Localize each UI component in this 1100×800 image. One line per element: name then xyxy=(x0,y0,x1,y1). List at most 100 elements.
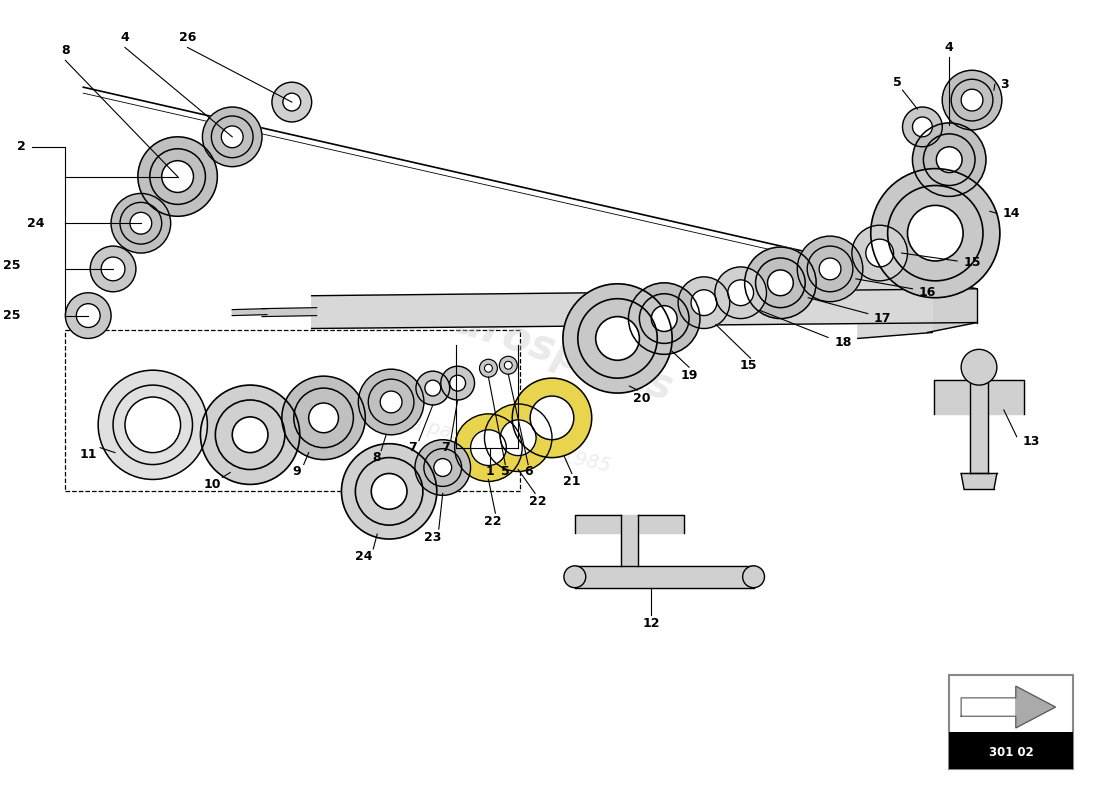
Polygon shape xyxy=(65,293,111,338)
Text: 11: 11 xyxy=(79,448,97,461)
Polygon shape xyxy=(913,117,933,137)
Polygon shape xyxy=(936,146,962,173)
Text: 15: 15 xyxy=(740,358,758,372)
Polygon shape xyxy=(858,273,933,338)
Text: 7: 7 xyxy=(408,441,417,454)
Polygon shape xyxy=(563,284,672,393)
Polygon shape xyxy=(500,420,536,456)
Polygon shape xyxy=(728,280,754,306)
Text: 13: 13 xyxy=(1023,435,1041,448)
Polygon shape xyxy=(745,247,816,318)
Polygon shape xyxy=(798,236,862,302)
Polygon shape xyxy=(200,385,299,485)
Polygon shape xyxy=(162,161,194,193)
Polygon shape xyxy=(272,82,311,122)
Polygon shape xyxy=(283,93,300,111)
Polygon shape xyxy=(130,212,152,234)
Text: 5: 5 xyxy=(893,76,902,89)
Polygon shape xyxy=(499,356,517,374)
Text: 2: 2 xyxy=(18,140,26,154)
Polygon shape xyxy=(961,89,983,111)
Polygon shape xyxy=(433,458,452,477)
Polygon shape xyxy=(450,375,465,391)
Text: 12: 12 xyxy=(642,617,660,630)
Text: 10: 10 xyxy=(204,478,221,491)
Polygon shape xyxy=(988,380,1024,414)
Text: 7: 7 xyxy=(441,441,450,454)
Polygon shape xyxy=(970,380,988,474)
Polygon shape xyxy=(76,304,100,327)
Text: 24: 24 xyxy=(354,550,372,563)
Bar xyxy=(949,732,1074,770)
Polygon shape xyxy=(1015,686,1056,728)
Polygon shape xyxy=(913,123,986,197)
Polygon shape xyxy=(138,137,218,216)
Polygon shape xyxy=(484,404,552,471)
Polygon shape xyxy=(715,267,767,318)
Text: 19: 19 xyxy=(680,369,697,382)
Polygon shape xyxy=(221,126,243,148)
Polygon shape xyxy=(575,515,620,533)
Polygon shape xyxy=(628,283,700,354)
Polygon shape xyxy=(943,70,1002,130)
Polygon shape xyxy=(262,308,317,317)
Text: eurosports: eurosports xyxy=(422,291,678,410)
Polygon shape xyxy=(372,474,407,510)
Polygon shape xyxy=(866,239,893,267)
Polygon shape xyxy=(471,430,506,466)
Polygon shape xyxy=(638,515,684,533)
Text: a passion since 1985: a passion since 1985 xyxy=(408,414,613,475)
Polygon shape xyxy=(232,417,268,453)
Polygon shape xyxy=(359,370,424,434)
Polygon shape xyxy=(311,289,977,329)
Text: 8: 8 xyxy=(372,451,381,464)
Text: 1: 1 xyxy=(486,465,495,478)
Text: 5: 5 xyxy=(500,465,509,478)
Polygon shape xyxy=(851,226,907,281)
Text: 18: 18 xyxy=(834,336,851,349)
Polygon shape xyxy=(454,414,522,482)
Polygon shape xyxy=(902,107,943,146)
Polygon shape xyxy=(530,396,574,440)
Text: 21: 21 xyxy=(563,475,581,488)
Polygon shape xyxy=(513,378,592,458)
Text: 20: 20 xyxy=(632,391,650,405)
Polygon shape xyxy=(961,686,1056,728)
Polygon shape xyxy=(202,107,262,166)
Polygon shape xyxy=(934,380,970,414)
Polygon shape xyxy=(908,206,964,261)
Polygon shape xyxy=(504,362,513,370)
Polygon shape xyxy=(125,397,180,453)
Polygon shape xyxy=(309,403,339,433)
Polygon shape xyxy=(820,258,842,280)
Text: 16: 16 xyxy=(918,286,936,299)
Text: 4: 4 xyxy=(945,41,954,54)
Text: 26: 26 xyxy=(179,31,196,44)
Polygon shape xyxy=(232,309,267,315)
Polygon shape xyxy=(691,290,717,315)
Text: 301 02: 301 02 xyxy=(989,746,1034,759)
Text: 15: 15 xyxy=(964,257,981,270)
Polygon shape xyxy=(651,306,678,331)
Text: 3: 3 xyxy=(1001,78,1009,90)
Polygon shape xyxy=(341,444,437,539)
Polygon shape xyxy=(282,376,365,459)
Polygon shape xyxy=(416,371,450,405)
Polygon shape xyxy=(575,566,754,588)
Polygon shape xyxy=(871,169,1000,298)
Polygon shape xyxy=(927,279,977,333)
Polygon shape xyxy=(441,366,474,400)
Polygon shape xyxy=(480,359,497,377)
Polygon shape xyxy=(111,194,170,253)
Polygon shape xyxy=(620,515,638,566)
Polygon shape xyxy=(596,317,639,360)
Text: 8: 8 xyxy=(62,44,69,57)
Polygon shape xyxy=(425,380,441,396)
Text: 23: 23 xyxy=(425,530,441,543)
Bar xyxy=(65,330,520,491)
Text: 25: 25 xyxy=(3,259,21,273)
Circle shape xyxy=(564,566,585,588)
Polygon shape xyxy=(768,270,793,296)
Polygon shape xyxy=(484,364,493,372)
Polygon shape xyxy=(678,277,729,329)
